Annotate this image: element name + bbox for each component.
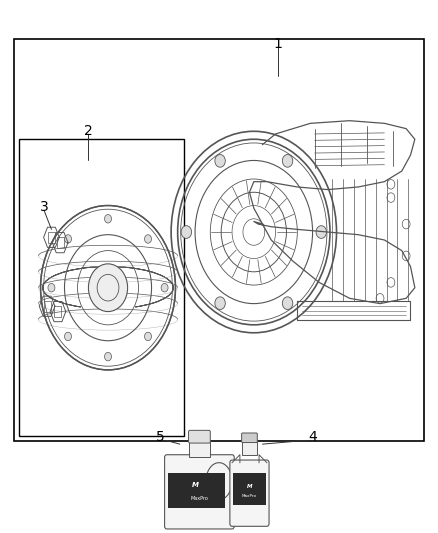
Bar <box>44 301 50 312</box>
Text: M: M <box>247 484 252 489</box>
Circle shape <box>316 225 326 238</box>
FancyBboxPatch shape <box>242 433 257 442</box>
Circle shape <box>283 297 293 310</box>
Circle shape <box>161 284 168 292</box>
Bar <box>19 139 184 436</box>
Text: 5: 5 <box>156 430 165 444</box>
Text: 2: 2 <box>84 124 93 138</box>
Text: MaxPro: MaxPro <box>191 496 208 500</box>
Bar <box>48 232 55 243</box>
FancyBboxPatch shape <box>165 455 234 529</box>
Bar <box>168 473 225 508</box>
Bar <box>233 473 265 505</box>
Text: 3: 3 <box>40 200 49 214</box>
Circle shape <box>181 225 191 238</box>
Circle shape <box>215 297 225 310</box>
Circle shape <box>105 352 112 361</box>
Circle shape <box>145 235 152 243</box>
Circle shape <box>283 155 293 167</box>
Bar <box>242 441 257 455</box>
FancyBboxPatch shape <box>230 460 269 526</box>
Circle shape <box>105 215 112 223</box>
Circle shape <box>64 332 71 341</box>
FancyBboxPatch shape <box>188 430 210 443</box>
Text: 4: 4 <box>308 430 317 444</box>
Circle shape <box>64 235 71 243</box>
Text: M: M <box>191 482 198 488</box>
Circle shape <box>215 155 225 167</box>
Bar <box>54 306 61 317</box>
Text: MaxPro: MaxPro <box>242 494 257 498</box>
Circle shape <box>88 264 127 312</box>
Bar <box>57 237 64 248</box>
Circle shape <box>145 332 152 341</box>
Text: 1: 1 <box>273 37 282 51</box>
Circle shape <box>48 284 55 292</box>
Bar <box>14 38 424 441</box>
Bar <box>188 441 210 457</box>
